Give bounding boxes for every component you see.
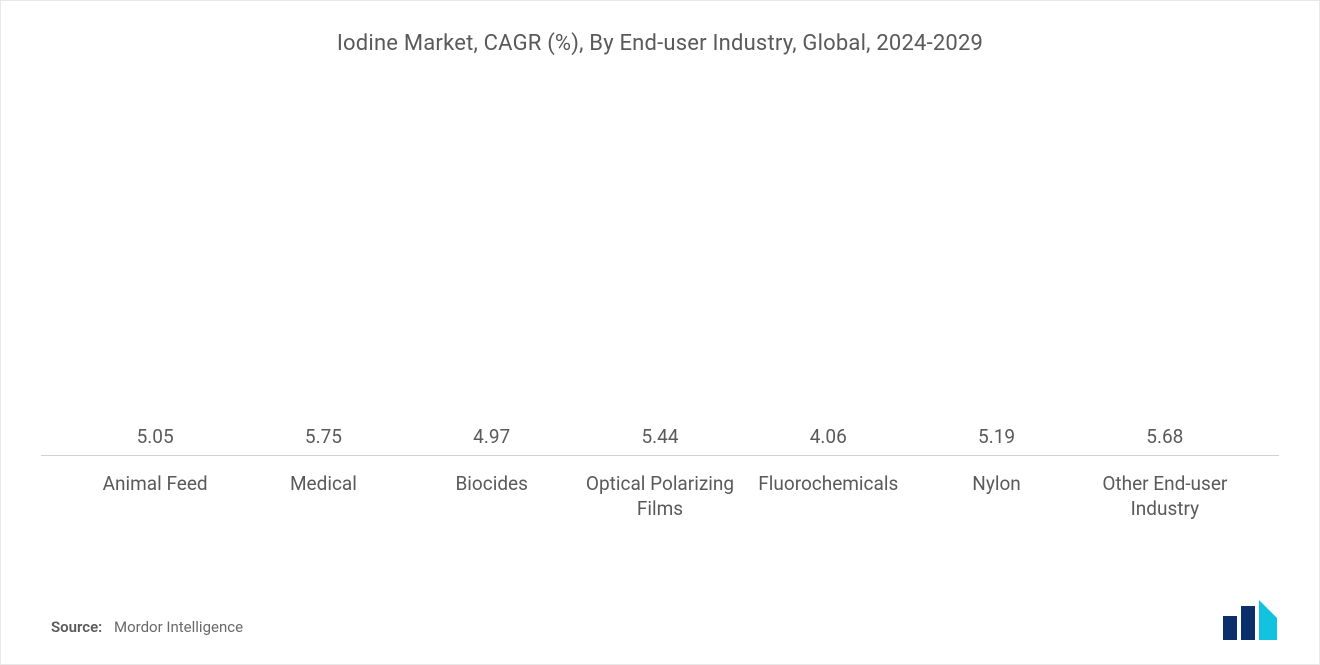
x-axis-label: Optical Polarizing Films — [576, 472, 744, 521]
source-label: Source: — [51, 618, 102, 636]
bar-value-label: 4.97 — [473, 425, 510, 448]
bars-group: 5.05 5.75 4.97 5.44 4.06 5.19 5.68 — [41, 96, 1279, 456]
chart-plot-area: 5.05 5.75 4.97 5.44 4.06 5.19 5.68 — [41, 96, 1279, 456]
chart-title: Iodine Market, CAGR (%), By End-user Ind… — [41, 31, 1279, 56]
x-axis-label: Other End-user Industry — [1081, 472, 1249, 521]
bar-value-label: 5.75 — [305, 425, 342, 448]
x-axis-labels: Animal FeedMedicalBiocidesOptical Polari… — [41, 472, 1279, 521]
chart-container: Iodine Market, CAGR (%), By End-user Ind… — [0, 0, 1320, 665]
x-axis-label: Animal Feed — [71, 472, 239, 521]
bar-value-label: 5.05 — [137, 425, 174, 448]
x-axis-line — [41, 455, 1279, 456]
bar-value-label: 4.06 — [810, 425, 847, 448]
bar-value-label: 5.68 — [1146, 425, 1183, 448]
x-axis-label: Nylon — [912, 472, 1080, 521]
mordor-logo-icon — [1221, 600, 1279, 640]
x-axis-label: Medical — [239, 472, 407, 521]
source-text: Mordor Intelligence — [114, 618, 243, 636]
source-footer: Source: Mordor Intelligence — [51, 618, 243, 636]
bar-value-label: 5.19 — [978, 425, 1015, 448]
x-axis-label: Biocides — [408, 472, 576, 521]
x-axis-label: Fluorochemicals — [744, 472, 912, 521]
bar-value-label: 5.44 — [641, 425, 678, 448]
